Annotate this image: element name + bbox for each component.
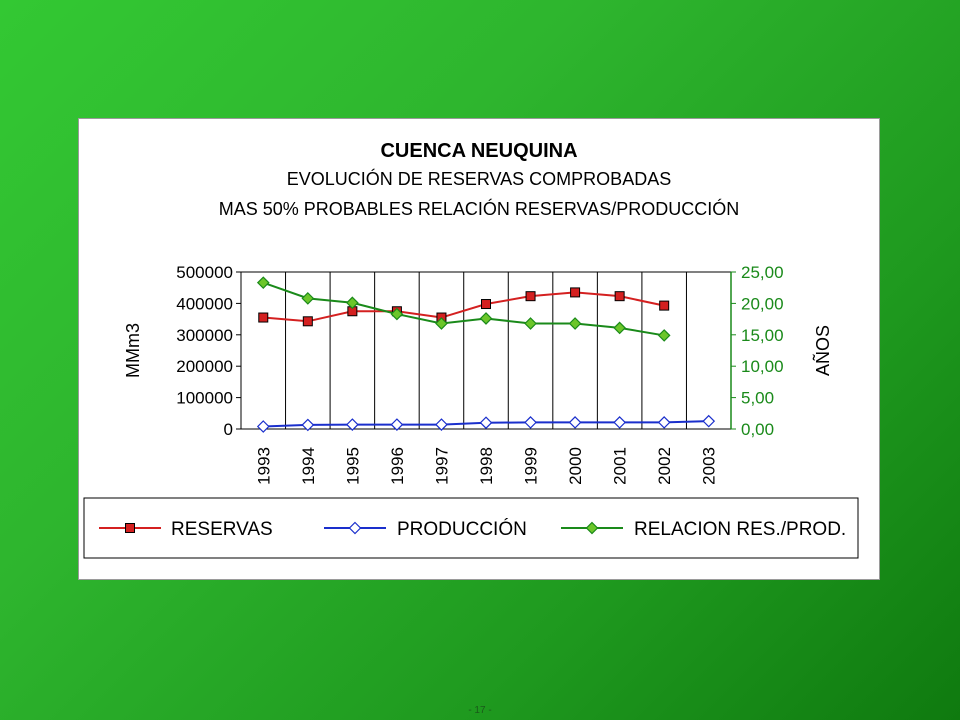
x-tick-label: 1995 bbox=[343, 447, 362, 485]
x-tick-label: 1996 bbox=[388, 447, 407, 485]
data-point-producci-n bbox=[568, 416, 582, 429]
data-point-reservas bbox=[258, 312, 269, 323]
data-point-relacion-res-prod bbox=[256, 276, 270, 290]
series-line-reservas bbox=[263, 291, 665, 323]
y-left-tick-label: 500000 bbox=[176, 263, 233, 282]
data-point-producci-n bbox=[657, 416, 671, 429]
y-right-tick-label: 25,00 bbox=[741, 263, 784, 282]
x-tick-label: 2000 bbox=[566, 447, 585, 485]
data-point-producci-n bbox=[256, 420, 270, 433]
page-number: - 17 - bbox=[468, 705, 492, 716]
series-line-relacion-res-prod bbox=[262, 281, 665, 337]
data-point-producci-n bbox=[390, 418, 404, 431]
y-right-tick-label: 15,00 bbox=[741, 326, 784, 345]
chart-title-line-1: CUENCA NEUQUINA bbox=[380, 140, 577, 162]
chart-svg: CUENCA NEUQUINA EVOLUCIÓN DE RESERVAS COM… bbox=[83, 140, 859, 559]
data-point-relacion-res-prod bbox=[479, 312, 493, 325]
x-tick-label: 1994 bbox=[299, 447, 318, 485]
y-left-tick-label: 0 bbox=[224, 420, 233, 439]
chart-frame: CUENCA NEUQUINA EVOLUCIÓN DE RESERVAS COM… bbox=[78, 118, 880, 580]
data-point-producci-n bbox=[479, 416, 493, 430]
legend-label: RELACION RES./PROD. bbox=[634, 519, 846, 540]
legend-label: PRODUCCIÓN bbox=[397, 518, 527, 540]
legend-label: RESERVAS bbox=[171, 519, 273, 540]
data-point-relacion-res-prod bbox=[346, 296, 359, 310]
x-tick-label: 1993 bbox=[254, 447, 273, 485]
y-left-tick-label: 400000 bbox=[176, 294, 233, 313]
x-tick-label: 1998 bbox=[477, 447, 496, 485]
y-right-axis-label: AÑOS bbox=[812, 325, 833, 376]
data-point-reservas bbox=[481, 299, 491, 310]
y-left-tick-label: 300000 bbox=[176, 326, 233, 345]
x-tick-label: 1999 bbox=[522, 447, 541, 485]
data-point-reservas bbox=[525, 291, 536, 302]
legend-box bbox=[83, 497, 859, 559]
data-point-relacion-res-prod bbox=[524, 317, 537, 330]
data-point-relacion-res-prod bbox=[435, 317, 448, 330]
data-point-relacion-res-prod bbox=[568, 317, 582, 330]
data-point-producci-n bbox=[613, 416, 626, 429]
y-left-tick-label: 100000 bbox=[176, 389, 233, 408]
data-point-relacion-res-prod bbox=[613, 321, 626, 335]
legend-marker bbox=[125, 523, 135, 533]
data-point-producci-n bbox=[301, 418, 315, 432]
data-point-relacion-res-prod bbox=[301, 292, 315, 305]
y-right-tick-label: 0,00 bbox=[741, 420, 774, 439]
data-point-reservas bbox=[659, 300, 670, 311]
data-point-relacion-res-prod bbox=[390, 307, 404, 321]
data-point-reservas bbox=[570, 287, 581, 298]
data-point-producci-n bbox=[524, 416, 537, 429]
y-right-tick-label: 20,00 bbox=[741, 294, 784, 313]
y-left-tick-label: 200000 bbox=[176, 357, 233, 376]
data-point-relacion-res-prod bbox=[657, 329, 671, 342]
x-tick-label: 1997 bbox=[432, 447, 451, 485]
data-point-reservas bbox=[302, 316, 313, 327]
y-left-axis-label: MMm3 bbox=[123, 323, 143, 378]
data-point-reservas bbox=[614, 291, 625, 302]
legend-marker bbox=[585, 521, 599, 535]
data-point-producci-n bbox=[346, 418, 359, 431]
plot-area-border bbox=[240, 271, 732, 430]
x-tick-label: 2002 bbox=[655, 447, 674, 485]
x-tick-label: 2001 bbox=[611, 447, 630, 485]
y-right-tick-label: 5,00 bbox=[741, 389, 774, 408]
chart-title-line-2: EVOLUCIÓN DE RESERVAS COMPROBADAS bbox=[287, 168, 671, 189]
legend-marker bbox=[348, 521, 362, 535]
y-right-tick-label: 10,00 bbox=[741, 357, 784, 376]
data-point-producci-n bbox=[702, 414, 716, 428]
x-tick-label: 2003 bbox=[700, 447, 719, 485]
chart-title-line-3: MAS 50% PROBABLES RELACIÓN RESERVAS/PROD… bbox=[219, 198, 739, 219]
data-point-producci-n bbox=[435, 418, 448, 431]
